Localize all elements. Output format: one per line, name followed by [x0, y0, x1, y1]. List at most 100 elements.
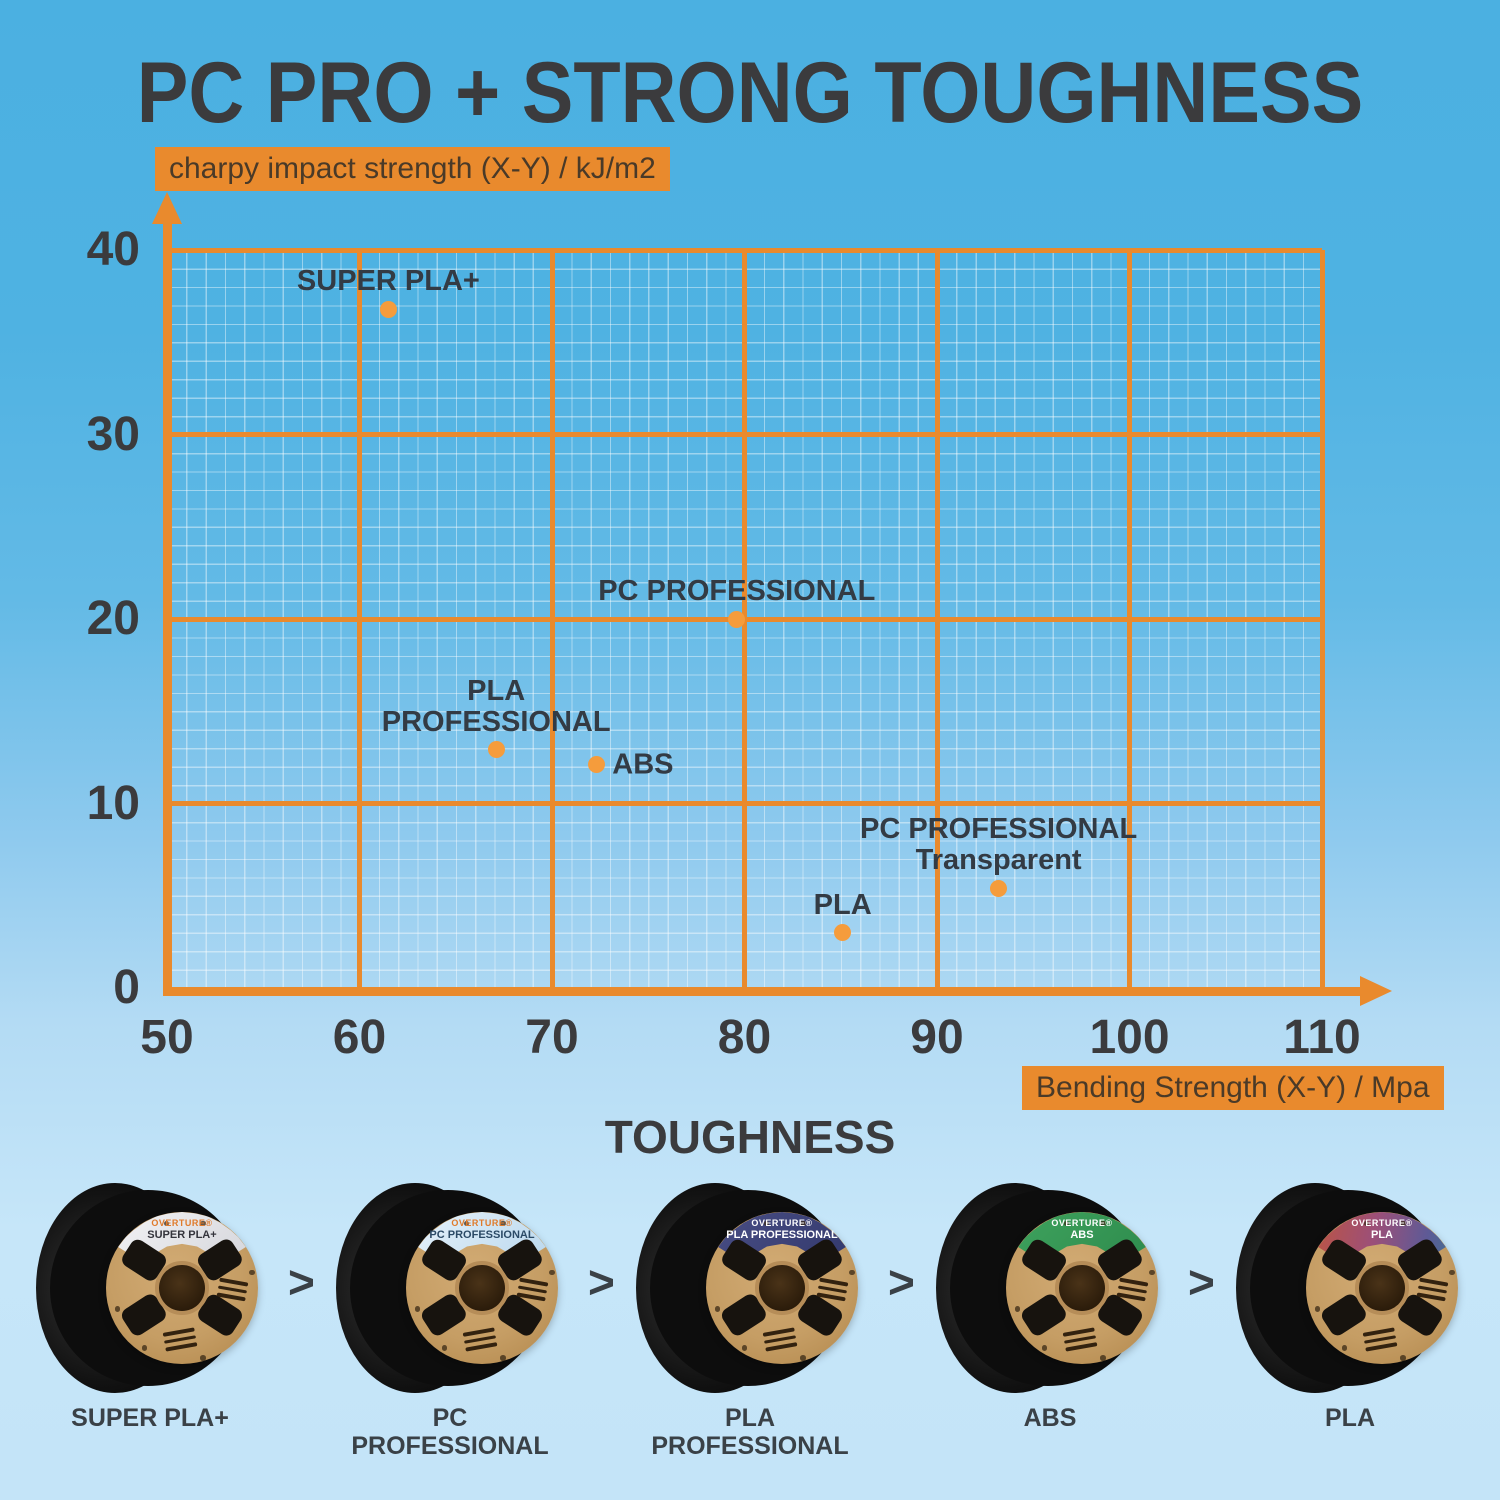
spool-rim-hole [1041, 1345, 1048, 1351]
spool-rim-hole [849, 1269, 855, 1276]
spool-rim-hole [1314, 1306, 1320, 1312]
spool-rim-hole [1449, 1269, 1455, 1276]
greater-than-separator: > [288, 1256, 315, 1308]
spool-vent-slots [462, 1323, 498, 1355]
toughness-item-pla: OVERTURE® PLA PLA [1212, 1183, 1488, 1433]
toughness-heading: TOUGHNESS [604, 1111, 896, 1163]
spool-face: OVERTURE® PLA [1306, 1212, 1458, 1364]
spool-vent-slots [516, 1274, 549, 1305]
y-axis-arrowhead-icon [152, 192, 182, 224]
x-tick-label: 80 [717, 1011, 772, 1064]
spool-rim-hole [1149, 1269, 1155, 1276]
x-tick-label: 50 [140, 1011, 194, 1064]
data-point-pla [834, 924, 852, 942]
spool-rim-hole [114, 1306, 120, 1312]
spool-rim-hole [414, 1306, 420, 1312]
filament-spool-photo: OVERTURE® PLA PROFESSIONAL [636, 1183, 864, 1393]
spool-caption-line: PLA [725, 1404, 775, 1432]
y-tick-label: 10 [86, 776, 140, 830]
spool-caption-line: PC [432, 1404, 468, 1432]
greater-than-separator: > [888, 1256, 915, 1308]
x-tick-label: 100 [1089, 1011, 1170, 1064]
spool-rim-hole [763, 1220, 770, 1226]
spool-center-hole [459, 1265, 505, 1311]
filament-spool-photo: OVERTURE® PC PROFESSIONAL [336, 1183, 564, 1393]
spool-vent-slots [1062, 1323, 1098, 1355]
spool-face: OVERTURE® ABS [1006, 1212, 1158, 1364]
data-point-label-line: PC PROFESSIONAL [598, 575, 876, 607]
x-axis-arrowhead-icon [1360, 976, 1392, 1006]
data-point-super-pla- [379, 300, 397, 318]
spool-rim-hole [200, 1220, 206, 1226]
toughness-item-abs: OVERTURE® ABS ABS [912, 1183, 1188, 1433]
x-tick-label: 60 [332, 1011, 387, 1064]
spool-rim-hole [500, 1220, 506, 1226]
toughness-item-pla-professional: OVERTURE® PLA PROFESSIONAL PLA PROFESSION… [612, 1183, 888, 1460]
toughness-scatter-chart: 0 10 20 30 40 50 60 70 80 90 100 110 SUPER PLA+ PC P… [86, 192, 1392, 1064]
toughness-item-super-pla-: OVERTURE® SUPER PLA+ SUPER PLA+ [12, 1183, 288, 1433]
spool-caption: PC PROFESSIONAL [351, 1404, 549, 1460]
data-point-pla-professional [487, 741, 505, 759]
spool-rim-hole [500, 1355, 506, 1361]
spool-vent-slots [1416, 1274, 1449, 1305]
y-tick-label: 0 [113, 961, 140, 1014]
spool-caption: PLA [1325, 1404, 1375, 1433]
major-gridline-y [167, 247, 1322, 253]
data-point-pc-professional [728, 610, 746, 628]
spool-rim-hole [800, 1355, 806, 1361]
major-gridline-y [167, 801, 1322, 806]
spool-caption-line: PLA [1325, 1404, 1375, 1432]
spool-caption: SUPER PLA+ [71, 1404, 229, 1433]
x-tick-label: 70 [525, 1011, 579, 1064]
filament-spool-photo: OVERTURE® PLA [1236, 1183, 1464, 1393]
data-point-label: PC PROFESSIONAL Transparent [860, 814, 1137, 876]
major-gridline-x [1319, 250, 1325, 988]
spool-rim-hole [714, 1306, 720, 1312]
spool-rim-hole [1100, 1355, 1106, 1361]
y-axis-line [162, 205, 172, 994]
data-point-pc-professional-transparent [990, 879, 1008, 897]
spool-caption: PLA PROFESSIONAL [651, 1404, 849, 1460]
page-title: PC PRO + STRONG TOUGHNESS [136, 45, 1364, 141]
spool-rim-hole [800, 1220, 806, 1226]
data-point-label: PLA PROFESSIONAL [381, 675, 611, 738]
data-point-label-line: PROFESSIONAL [381, 705, 611, 738]
spool-vent-slots [1116, 1274, 1149, 1305]
y-tick-label: 20 [86, 592, 140, 645]
spool-rim-hole [1363, 1220, 1370, 1226]
toughness-item-pc-professional: OVERTURE® PC PROFESSIONAL PC PROFESSIONAL [312, 1183, 588, 1460]
y-axis-label: charpy impact strength (X-Y) / kJ/m2 [155, 147, 670, 191]
spool-center-hole [1059, 1265, 1105, 1311]
data-point-label-line: ABS [612, 748, 674, 781]
y-tick-label: 30 [86, 407, 140, 461]
data-point-label-line: SUPER PLA+ [296, 265, 480, 298]
spool-vent-slots [762, 1323, 798, 1355]
spool-vent-slots [216, 1274, 249, 1305]
spool-caption-line: SUPER PLA+ [71, 1404, 229, 1432]
spool-center-hole [1359, 1265, 1405, 1311]
spool-caption-line: PROFESSIONAL [351, 1431, 549, 1460]
data-point-label-line: Transparent [915, 844, 1082, 877]
spool-rim-hole [1400, 1355, 1406, 1361]
data-point-label-line: PC PROFESSIONAL [860, 813, 1138, 846]
spool-rim-hole [163, 1220, 170, 1226]
spool-rim-hole [463, 1220, 470, 1226]
spool-rim-hole [1014, 1306, 1020, 1312]
spool-rim-hole [441, 1345, 448, 1351]
spool-face: OVERTURE® PC PROFESSIONAL [406, 1212, 558, 1364]
spool-caption-line: ABS [1023, 1404, 1077, 1432]
x-tick-label: 110 [1283, 1011, 1361, 1064]
x-tick-label: 90 [910, 1011, 964, 1064]
spool-rim-hole [1063, 1220, 1070, 1226]
major-gridline-y [167, 432, 1322, 437]
spool-center-hole [159, 1265, 205, 1311]
data-point-label: ABS [612, 749, 673, 780]
spool-rim-hole [1400, 1220, 1406, 1226]
y-tick-label: 40 [86, 223, 140, 276]
spool-caption: ABS [1023, 1404, 1077, 1433]
toughness-ranking-row: OVERTURE® SUPER PLA+ SUPER PLA+ > OVERTUR… [0, 1183, 1500, 1460]
spool-caption-line: PROFESSIONAL [651, 1431, 849, 1460]
spool-face: OVERTURE® SUPER PLA+ [106, 1212, 258, 1364]
data-point-label: PLA [814, 889, 872, 921]
